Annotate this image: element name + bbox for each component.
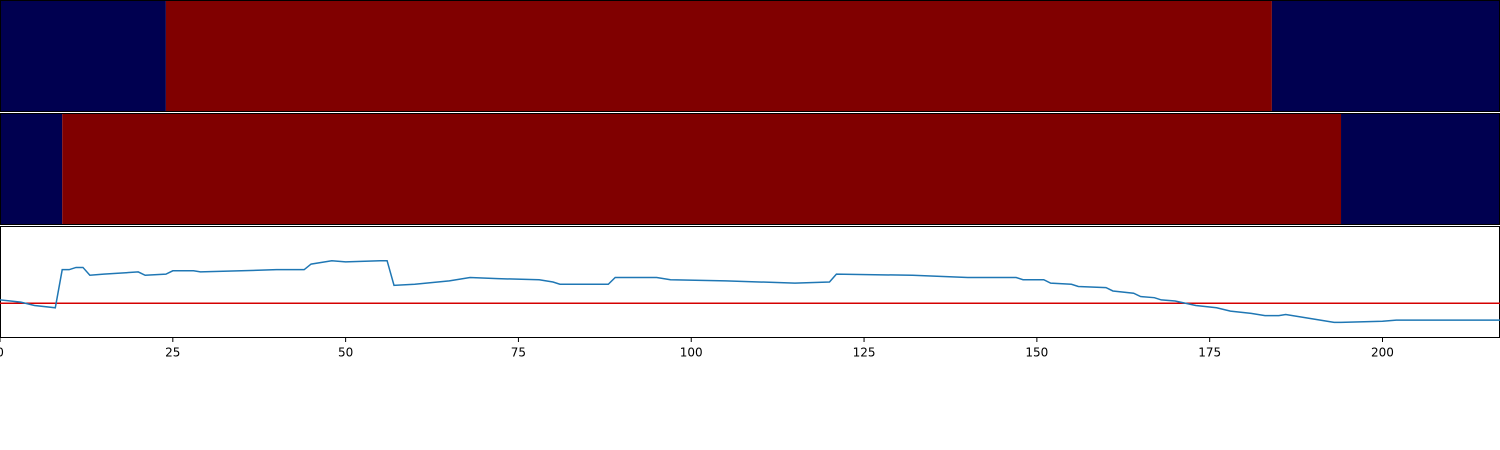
x-tick-label: 75 [511, 346, 526, 360]
data-line [0, 259, 1500, 324]
strip-segment [1271, 0, 1500, 112]
strip-segment [0, 113, 63, 225]
strip-segment [165, 0, 1272, 112]
strip-segment [1341, 113, 1500, 225]
x-tick-label: 50 [338, 346, 353, 360]
strip-segment [0, 0, 166, 112]
x-tick-label: 150 [1025, 346, 1048, 360]
x-tick-label: 125 [853, 346, 876, 360]
x-tick-label: 0 [0, 346, 4, 360]
x-tick-label: 200 [1371, 346, 1394, 360]
x-tick-label: 175 [1198, 346, 1221, 360]
x-tick-label: 25 [165, 346, 180, 360]
strip-segment [62, 113, 1342, 225]
x-tick-label: 100 [680, 346, 703, 360]
